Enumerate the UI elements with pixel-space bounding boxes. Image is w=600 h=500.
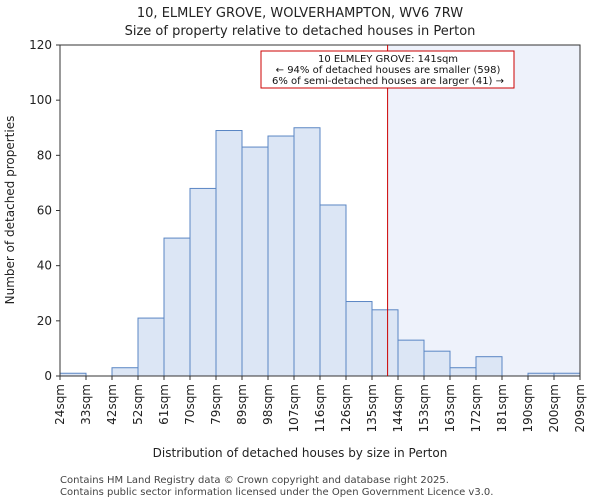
x-tick-label-33sqm: 33sqm — [79, 384, 93, 425]
y-tick-label-0: 0 — [44, 369, 52, 383]
bar-153sqm — [423, 350, 451, 377]
bar-42sqm — [111, 367, 139, 377]
bar-144sqm — [397, 339, 425, 377]
x-tick-label-107sqm: 107sqm — [287, 384, 301, 432]
bar-135sqm — [371, 309, 399, 377]
x-tick-label-153sqm: 153sqm — [417, 384, 431, 432]
footer-line-2: Contains public sector information licen… — [60, 487, 493, 498]
x-axis-label: Distribution of detached houses by size … — [153, 446, 448, 460]
x-tick-label-135sqm: 135sqm — [365, 384, 379, 432]
annotation-line-1: 10 ELMLEY GROVE: 141sqm — [318, 54, 458, 65]
x-tick-label-98sqm: 98sqm — [261, 384, 275, 425]
chart-title: 10, ELMLEY GROVE, WOLVERHAMPTON, WV6 7RW — [137, 6, 463, 21]
x-tick-label-209sqm: 209sqm — [573, 384, 587, 432]
x-tick-label-89sqm: 89sqm — [235, 384, 249, 425]
x-tick-label-172sqm: 172sqm — [469, 384, 483, 432]
annotation-box — [260, 50, 515, 89]
x-tick-label-24sqm: 24sqm — [53, 384, 67, 425]
x-tick-label-42sqm: 42sqm — [105, 384, 119, 425]
y-axis-label: Number of detached properties — [3, 116, 17, 305]
bar-89sqm — [241, 146, 269, 377]
plot-area: 0 20 40 60 80 100 120 24sqm 33sqm 42sqm 52sqm 61sqm… — [29, 38, 587, 432]
annotation-line-2: ← 94% of detached houses are smaller (59… — [276, 65, 501, 76]
bar-61sqm — [163, 237, 191, 377]
y-tick-label-20: 20 — [37, 314, 52, 328]
x-tick-label-163sqm: 163sqm — [443, 384, 457, 432]
bar-52sqm — [137, 317, 165, 377]
y-tick-label-40: 40 — [37, 259, 52, 273]
x-tick-label-190sqm: 190sqm — [521, 384, 535, 432]
x-tick-label-181sqm: 181sqm — [495, 384, 509, 432]
x-tick-label-144sqm: 144sqm — [391, 384, 405, 432]
x-tick-label-79sqm: 79sqm — [209, 384, 223, 425]
bar-98sqm — [267, 135, 295, 377]
footer-line-1: Contains HM Land Registry data © Crown c… — [60, 475, 449, 486]
y-tick-label-80: 80 — [37, 148, 52, 162]
bar-79sqm — [215, 130, 243, 377]
bar-116sqm — [319, 204, 347, 377]
x-tick-label-61sqm: 61sqm — [157, 384, 171, 425]
bar-172sqm — [475, 356, 503, 377]
y-tick-label-60: 60 — [37, 204, 52, 218]
y-tick-label-100: 100 — [29, 93, 52, 107]
bar-126sqm — [345, 301, 373, 377]
x-tick-label-70sqm: 70sqm — [183, 384, 197, 425]
bar-163sqm — [449, 367, 477, 377]
bar-70sqm — [189, 187, 217, 377]
annotation-line-3: 6% of semi-detached houses are larger (4… — [272, 76, 504, 87]
marker-annotation: 10 ELMLEY GROVE: 141sqm ← 94% of detache… — [260, 50, 515, 89]
x-tick-label-126sqm: 126sqm — [339, 384, 353, 432]
chart-subtitle: Size of property relative to detached ho… — [125, 24, 476, 39]
x-tick-label-200sqm: 200sqm — [547, 384, 561, 432]
x-tick-label-116sqm: 116sqm — [313, 384, 327, 432]
x-tick-label-52sqm: 52sqm — [131, 384, 145, 425]
y-tick-label-120: 120 — [29, 38, 52, 52]
highlight-region — [387, 45, 580, 376]
bar-107sqm — [293, 127, 321, 377]
